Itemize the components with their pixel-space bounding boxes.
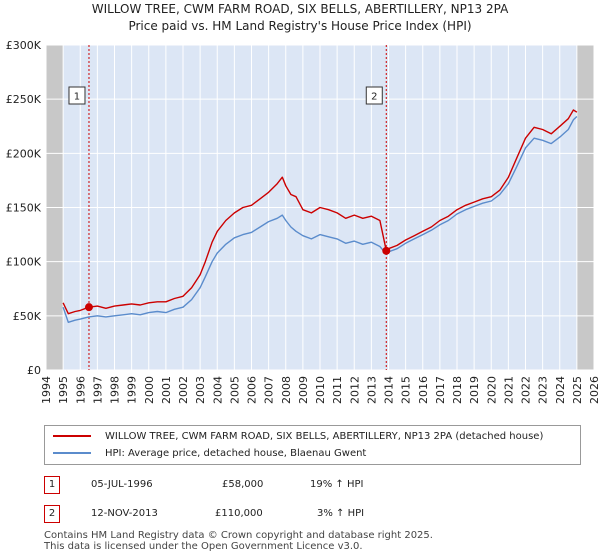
- x-tick-label: 2003: [194, 376, 207, 404]
- y-tick-label: £150K: [6, 202, 42, 215]
- x-tick-label: 1995: [57, 376, 70, 404]
- y-tick-label: £50K: [13, 310, 42, 323]
- x-tick-label: 1999: [126, 376, 139, 404]
- x-tick-label: 2015: [400, 376, 413, 404]
- transaction-price: £58,000: [222, 479, 264, 490]
- transaction-date: 05-JUL-1996: [91, 479, 153, 490]
- x-tick-label: 2001: [160, 376, 173, 404]
- y-tick-label: £100K: [6, 256, 42, 269]
- x-tick-label: 2025: [571, 376, 584, 404]
- marker-badge-label: 1: [74, 92, 80, 103]
- x-tick-label: 2011: [331, 376, 344, 404]
- transaction-hpi: 3% ↑ HPI: [317, 508, 365, 519]
- marker-badge-label: 2: [371, 92, 377, 103]
- transaction-badge: 2: [44, 505, 60, 523]
- x-tick-label: 2002: [177, 376, 190, 404]
- x-tick-label: 2021: [502, 376, 515, 404]
- footer-line-1: Contains HM Land Registry data © Crown c…: [44, 530, 433, 541]
- transaction-badge: 1: [44, 476, 60, 494]
- x-tick-label: 2022: [520, 376, 533, 404]
- x-tick-label: 2010: [314, 376, 327, 404]
- y-tick-label: £200K: [6, 147, 42, 160]
- x-tick-label: 2007: [263, 376, 276, 404]
- x-tick-label: 2000: [143, 376, 156, 404]
- x-tick-label: 2019: [468, 376, 481, 404]
- x-tick-label: 2013: [365, 376, 378, 404]
- series-line-hpi: [62, 115, 578, 323]
- transaction-date: 12-NOV-2013: [91, 508, 158, 519]
- sale-point: [382, 246, 391, 255]
- y-tick-label: £300K: [6, 39, 42, 52]
- sale-point: [84, 303, 93, 312]
- legend-swatch-hpi: [53, 452, 91, 454]
- legend-swatch-property: [53, 435, 91, 437]
- chart-title: WILLOW TREE, CWM FARM ROAD, SIX BELLS, A…: [91, 2, 509, 16]
- x-tick-label: 2023: [537, 376, 550, 404]
- x-tick-label: 1998: [109, 376, 122, 404]
- footer-line-2: This data is licensed under the Open Gov…: [44, 541, 363, 552]
- series-line-property: [62, 109, 578, 315]
- x-tick-label: 2004: [211, 376, 224, 404]
- x-tick-label: 2008: [280, 376, 293, 404]
- legend-label-hpi: HPI: Average price, detached house, Blae…: [105, 447, 367, 459]
- marker-badge: [68, 86, 86, 105]
- chart-subtitle: Price paid vs. HM Land Registry's House …: [128, 19, 472, 33]
- legend: WILLOW TREE, CWM FARM ROAD, SIX BELLS, A…: [44, 425, 581, 465]
- x-tick-label: 2005: [228, 376, 241, 404]
- footer: Contains HM Land Registry data © Crown c…: [44, 530, 433, 552]
- x-tick-label: 2017: [434, 376, 447, 404]
- x-tick-label: 2026: [588, 376, 600, 404]
- y-tick-label: £250K: [6, 93, 42, 106]
- x-tick-label: 1994: [40, 376, 53, 404]
- legend-item-property: WILLOW TREE, CWM FARM ROAD, SIX BELLS, A…: [53, 428, 543, 444]
- x-tick-label: 1997: [91, 376, 104, 404]
- x-tick-label: 2016: [417, 376, 430, 404]
- transaction-hpi: 19% ↑ HPI: [310, 479, 364, 490]
- x-tick-label: 2006: [246, 376, 259, 404]
- x-tick-label: 2018: [451, 376, 464, 404]
- legend-label-property: WILLOW TREE, CWM FARM ROAD, SIX BELLS, A…: [105, 430, 544, 442]
- x-tick-label: 1996: [74, 376, 87, 404]
- x-tick-label: 2012: [348, 376, 361, 404]
- x-tick-label: 2024: [554, 376, 567, 404]
- price-chart: 1 2 1994 1995 1996 1997 1998 1999 2000 2001 2002 2…: [6, 39, 600, 404]
- marker-badge: [365, 86, 383, 105]
- transaction-price: £110,000: [215, 508, 263, 519]
- legend-item-hpi: HPI: Average price, detached house, Blae…: [53, 445, 366, 461]
- x-tick-label: 2020: [485, 376, 498, 404]
- x-tick-label: 2014: [383, 376, 396, 404]
- x-tick-label: 2009: [297, 376, 310, 404]
- y-tick-label: £0: [27, 364, 41, 377]
